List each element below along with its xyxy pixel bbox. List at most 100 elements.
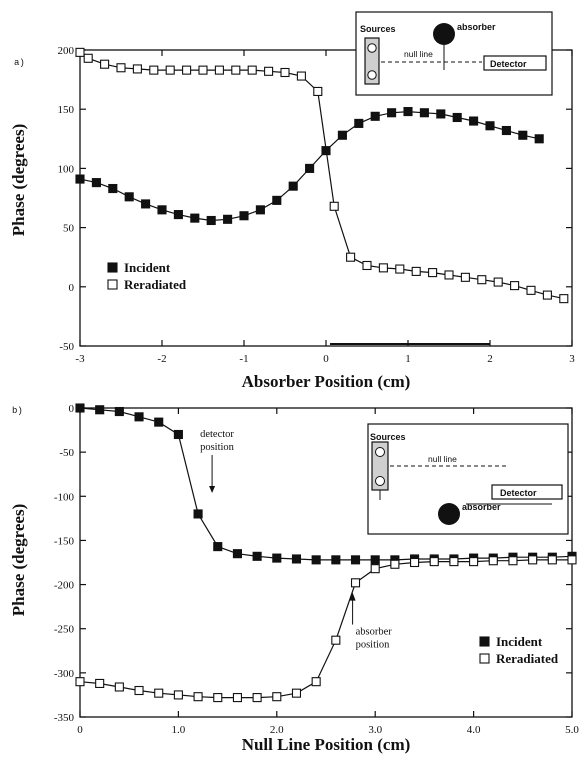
legend-marker-incident	[107, 262, 118, 273]
y-tick-label: 150	[58, 104, 75, 116]
data-point-reradiated	[75, 47, 85, 57]
data-point-incident	[190, 213, 200, 223]
inset-b	[367, 423, 569, 535]
annotation-detector-position: detector	[200, 429, 234, 440]
data-point-reradiated	[488, 556, 498, 566]
y-axis-label: Phase (degrees)	[9, 504, 28, 617]
data-point-incident	[452, 112, 462, 123]
data-point-incident	[370, 111, 380, 121]
data-point-incident	[436, 109, 446, 119]
inset-label-detector: Detector	[500, 488, 537, 498]
panel-label-2: b)	[12, 406, 23, 416]
data-point-reradiated	[329, 201, 339, 211]
data-point-incident	[154, 417, 164, 427]
inset-label-detector: Detector	[490, 59, 527, 69]
data-point-incident	[350, 555, 361, 565]
x-tick-label: 1.0	[172, 724, 186, 736]
data-point-incident	[291, 554, 302, 564]
data-point-incident	[387, 108, 397, 118]
data-point-reradiated	[280, 67, 290, 78]
data-point-incident	[91, 178, 101, 188]
data-point-incident	[141, 199, 151, 209]
source-circle	[367, 70, 377, 80]
annotation-arrow-head	[349, 592, 356, 601]
data-point-incident	[305, 163, 315, 173]
legend-label-incident: Incident	[496, 634, 543, 649]
data-point-reradiated	[231, 65, 241, 75]
y-tick-label: -50	[59, 447, 74, 459]
data-point-reradiated	[311, 677, 321, 687]
data-point-incident	[108, 183, 118, 194]
data-point-reradiated	[296, 71, 306, 81]
data-point-incident	[354, 118, 364, 128]
data-point-reradiated	[410, 557, 420, 568]
legend-marker-reradiated	[107, 279, 118, 290]
legend-marker-incident	[479, 636, 490, 647]
annotation-arrow-head	[209, 485, 216, 493]
x-tick-label: 4.0	[467, 724, 481, 736]
y-tick-label: 0	[69, 282, 75, 294]
data-point-incident	[134, 412, 144, 422]
inset-label-sources: Sources	[370, 432, 406, 442]
inset-a-frame	[355, 11, 553, 96]
data-point-reradiated	[214, 65, 224, 75]
inset-a	[355, 11, 553, 96]
data-point-incident	[485, 121, 495, 131]
data-point-reradiated	[477, 275, 487, 285]
data-point-incident	[157, 205, 167, 215]
data-point-reradiated	[264, 66, 274, 76]
data-point-reradiated	[173, 690, 183, 700]
legend-label-reradiated: Reradiated	[496, 651, 559, 666]
data-point-reradiated	[428, 268, 438, 278]
data-point-incident	[534, 134, 544, 144]
data-point-reradiated	[247, 65, 257, 75]
data-point-reradiated	[444, 270, 454, 280]
data-point-incident	[124, 192, 134, 202]
data-point-reradiated	[114, 682, 124, 692]
data-point-reradiated	[232, 693, 242, 703]
data-point-reradiated	[559, 294, 569, 304]
source-circle	[375, 447, 385, 457]
y-axis-label: Phase (degrees)	[9, 124, 28, 237]
absorber-disc	[433, 23, 455, 45]
data-point-reradiated	[313, 86, 323, 96]
data-point-reradiated	[165, 65, 175, 75]
detector-box	[491, 484, 563, 500]
data-point-reradiated	[395, 264, 405, 274]
data-point-reradiated	[198, 65, 208, 75]
data-point-incident	[75, 174, 85, 184]
data-point-incident	[288, 181, 298, 191]
data-point-reradiated	[547, 555, 557, 565]
data-point-reradiated	[493, 277, 503, 287]
data-point-reradiated	[469, 557, 479, 567]
inset-label-absorber: absorber	[457, 22, 496, 32]
x-tick-label: 0	[323, 353, 329, 365]
data-point-reradiated	[100, 59, 110, 69]
x-tick-label: -1	[239, 353, 248, 365]
series-line-reradiated	[79, 559, 572, 699]
data-point-incident	[501, 125, 511, 136]
source-circle	[367, 43, 377, 53]
y-tick-label: -250	[54, 624, 75, 636]
source-circle	[375, 476, 385, 486]
data-point-incident	[232, 549, 242, 559]
data-point-reradiated	[331, 635, 341, 645]
data-point-incident	[223, 214, 233, 224]
x-axis-label: Absorber Position (cm)	[242, 372, 411, 391]
data-point-reradiated	[182, 65, 192, 75]
data-point-reradiated	[429, 557, 439, 567]
data-point-incident	[95, 405, 105, 415]
data-point-incident	[173, 210, 183, 220]
data-point-reradiated	[526, 285, 536, 295]
data-point-incident	[75, 403, 85, 413]
data-point-incident	[213, 542, 223, 552]
data-point-incident	[403, 107, 413, 117]
absorber-disc	[438, 503, 460, 525]
data-point-reradiated	[378, 263, 388, 273]
y-tick-label: -150	[54, 535, 75, 547]
data-point-reradiated	[95, 678, 105, 689]
data-point-reradiated	[291, 688, 302, 698]
data-point-reradiated	[134, 685, 144, 696]
data-point-reradiated	[411, 266, 421, 276]
